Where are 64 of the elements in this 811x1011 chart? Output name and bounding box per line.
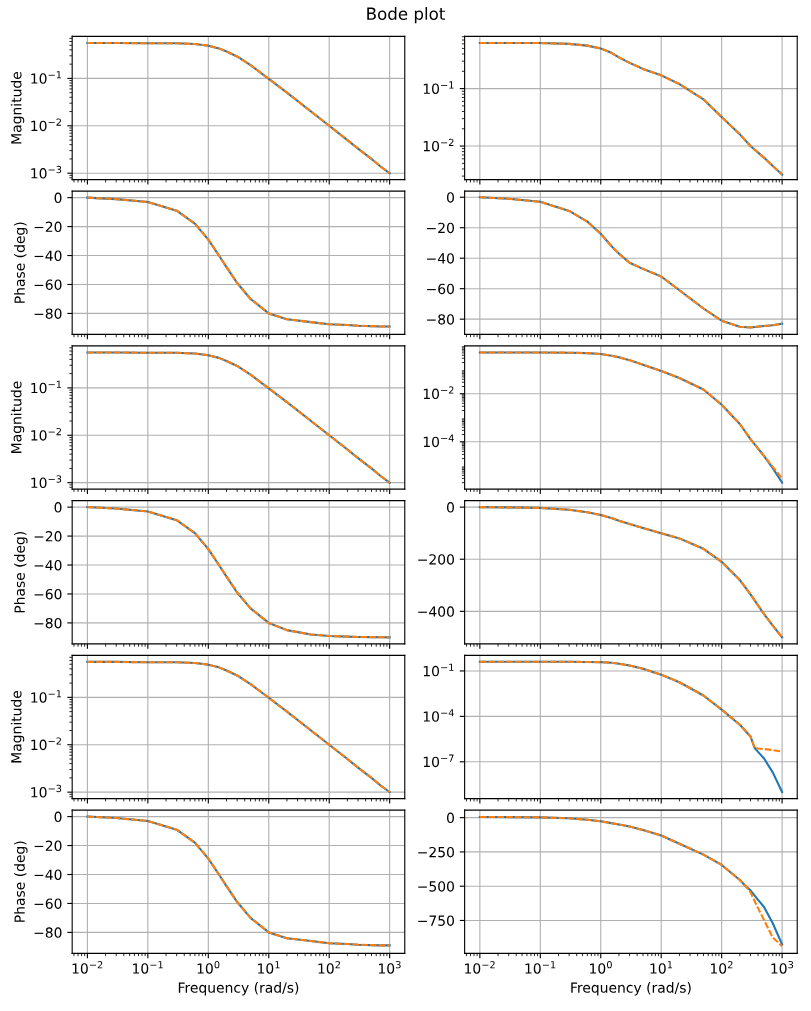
y-tick-label: −60 — [34, 898, 62, 909]
y-tick-label: −20 — [427, 222, 454, 234]
y-tick-label: 10$^{−2}$ — [423, 386, 454, 400]
y-tick-label: −60 — [34, 279, 62, 290]
y-tick-label: −80 — [34, 617, 62, 629]
x-tick-label: 10$^{−1}$ — [525, 961, 556, 974]
y-tick-label: 10$^{−4}$ — [423, 709, 454, 722]
y-tick-label: −750 — [418, 915, 454, 926]
y-tick-label: −40 — [34, 250, 62, 262]
y-tick-label: 10$^{−2}$ — [31, 427, 61, 441]
y-axis-title: Magnitude — [10, 690, 25, 763]
y-tick-label: 0 — [54, 192, 62, 204]
y-tick-label: −60 — [427, 283, 454, 295]
y-tick-label: 10$^{−2}$ — [423, 138, 454, 152]
x-tick-label: 10$^{−2}$ — [465, 961, 495, 974]
y-tick-label: −80 — [34, 927, 62, 938]
x-tick-label: 10$^{3}$ — [771, 961, 794, 974]
x-tick-label: 10$^{0}$ — [590, 961, 612, 974]
x-tick-label: 10$^{2}$ — [318, 961, 340, 974]
y-tick-label: 0 — [54, 811, 62, 823]
y-tick-label: −40 — [34, 869, 62, 880]
y-tick-label: 10$^{−4}$ — [423, 434, 454, 448]
y-axis-title: Phase (deg) — [14, 532, 28, 613]
y-tick-label: −80 — [427, 314, 454, 325]
x-tick-label: 10$^{−1}$ — [133, 961, 163, 974]
y-tick-label: 0 — [54, 502, 62, 513]
y-axis-title: Phase (deg) — [14, 222, 28, 303]
x-tick-label: 10$^{1}$ — [650, 961, 673, 974]
y-tick-label: 10$^{−3}$ — [31, 165, 62, 179]
y-tick-label: −500 — [418, 881, 454, 892]
y-tick-label: −40 — [34, 559, 62, 571]
y-tick-label: −250 — [418, 846, 454, 858]
x-axis-title: Frequency (rad/s) — [178, 982, 299, 996]
x-tick-label: 10$^{2}$ — [710, 961, 733, 974]
x-axis-title: Frequency (rad/s) — [571, 982, 691, 996]
y-tick-label: 0 — [446, 192, 454, 203]
y-tick-label: 0 — [446, 502, 454, 513]
y-axis-title: Phase (deg) — [14, 841, 28, 922]
y-tick-label: 10$^{−1}$ — [31, 690, 62, 703]
y-tick-label: 10$^{−2}$ — [31, 737, 61, 751]
y-tick-label: 10$^{−3}$ — [31, 475, 62, 489]
y-tick-label: 10$^{−2}$ — [31, 118, 61, 132]
y-axis-title: Magnitude — [10, 71, 25, 144]
y-tick-label: −400 — [418, 606, 454, 617]
y-tick-label: 0 — [446, 812, 454, 824]
y-axis-title: Magnitude — [10, 381, 25, 453]
y-tick-label: 10$^{−1}$ — [423, 81, 454, 94]
y-tick-label: 10$^{−3}$ — [31, 784, 62, 798]
chart-title: Bode plot — [367, 7, 445, 24]
y-tick-label: −40 — [427, 253, 454, 264]
y-tick-label: −200 — [418, 554, 454, 565]
x-tick-label: 10$^{3}$ — [378, 961, 401, 974]
y-tick-label: −60 — [34, 588, 62, 600]
y-tick-label: 10$^{−1}$ — [423, 663, 454, 677]
y-tick-label: 10$^{−7}$ — [423, 754, 454, 768]
y-tick-label: −20 — [34, 221, 62, 233]
y-tick-label: −20 — [34, 531, 62, 542]
y-tick-label: −80 — [34, 308, 62, 319]
y-tick-label: −20 — [34, 840, 62, 852]
x-tick-label: 10$^{−2}$ — [72, 961, 103, 974]
y-tick-label: 10$^{−1}$ — [31, 71, 62, 84]
x-tick-label: 10$^{0}$ — [197, 961, 220, 974]
y-tick-label: 10$^{−1}$ — [31, 380, 62, 394]
x-tick-label: 10$^{1}$ — [258, 961, 280, 974]
